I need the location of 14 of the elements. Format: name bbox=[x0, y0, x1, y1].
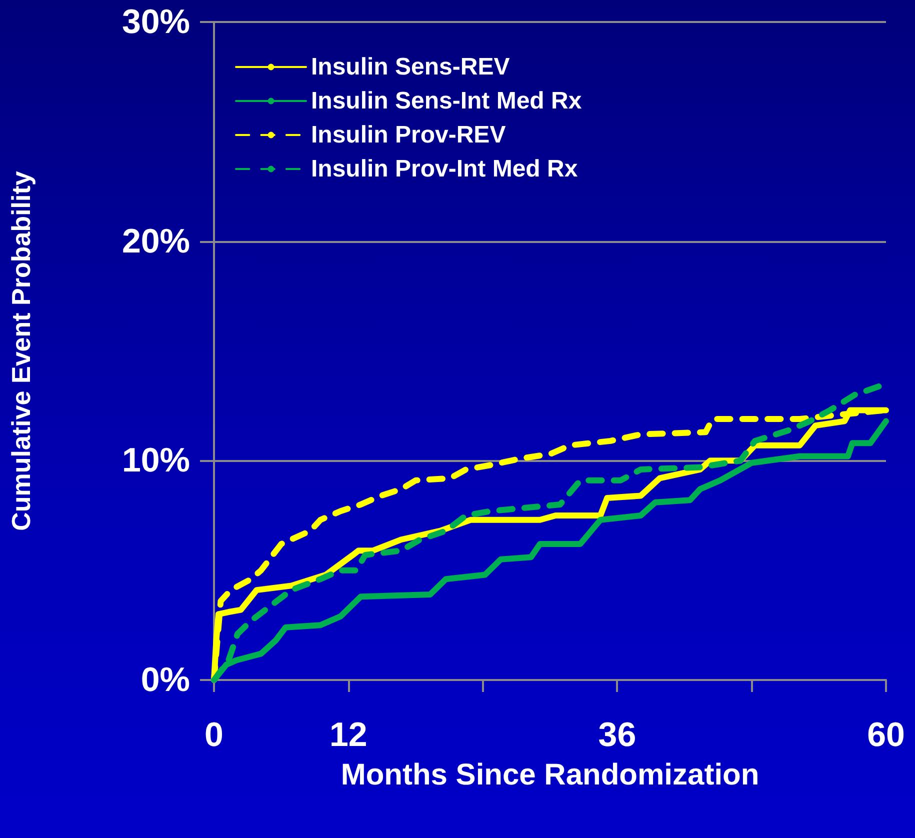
x-axis-title: Months Since Randomization bbox=[340, 758, 760, 792]
x-tick-label: 12 bbox=[329, 716, 368, 754]
legend-label: Insulin Prov-Int Med Rx bbox=[311, 156, 578, 182]
x-tick-label: 60 bbox=[867, 716, 905, 754]
y-tick-label: 30% bbox=[122, 3, 190, 41]
y-tick-label: 20% bbox=[122, 222, 190, 260]
legend-label: Insulin Sens-REV bbox=[311, 54, 510, 80]
legend-label: Insulin Sens-Int Med Rx bbox=[311, 88, 582, 114]
legend-label: Insulin Prov-REV bbox=[311, 122, 506, 148]
x-tick-label: 0 bbox=[204, 716, 224, 754]
x-tick-label: 36 bbox=[598, 716, 636, 754]
y-tick-label: 10% bbox=[122, 442, 190, 480]
y-tick-label: 0% bbox=[140, 661, 190, 699]
y-axis-title: Cumulative Event Probability bbox=[6, 170, 36, 531]
